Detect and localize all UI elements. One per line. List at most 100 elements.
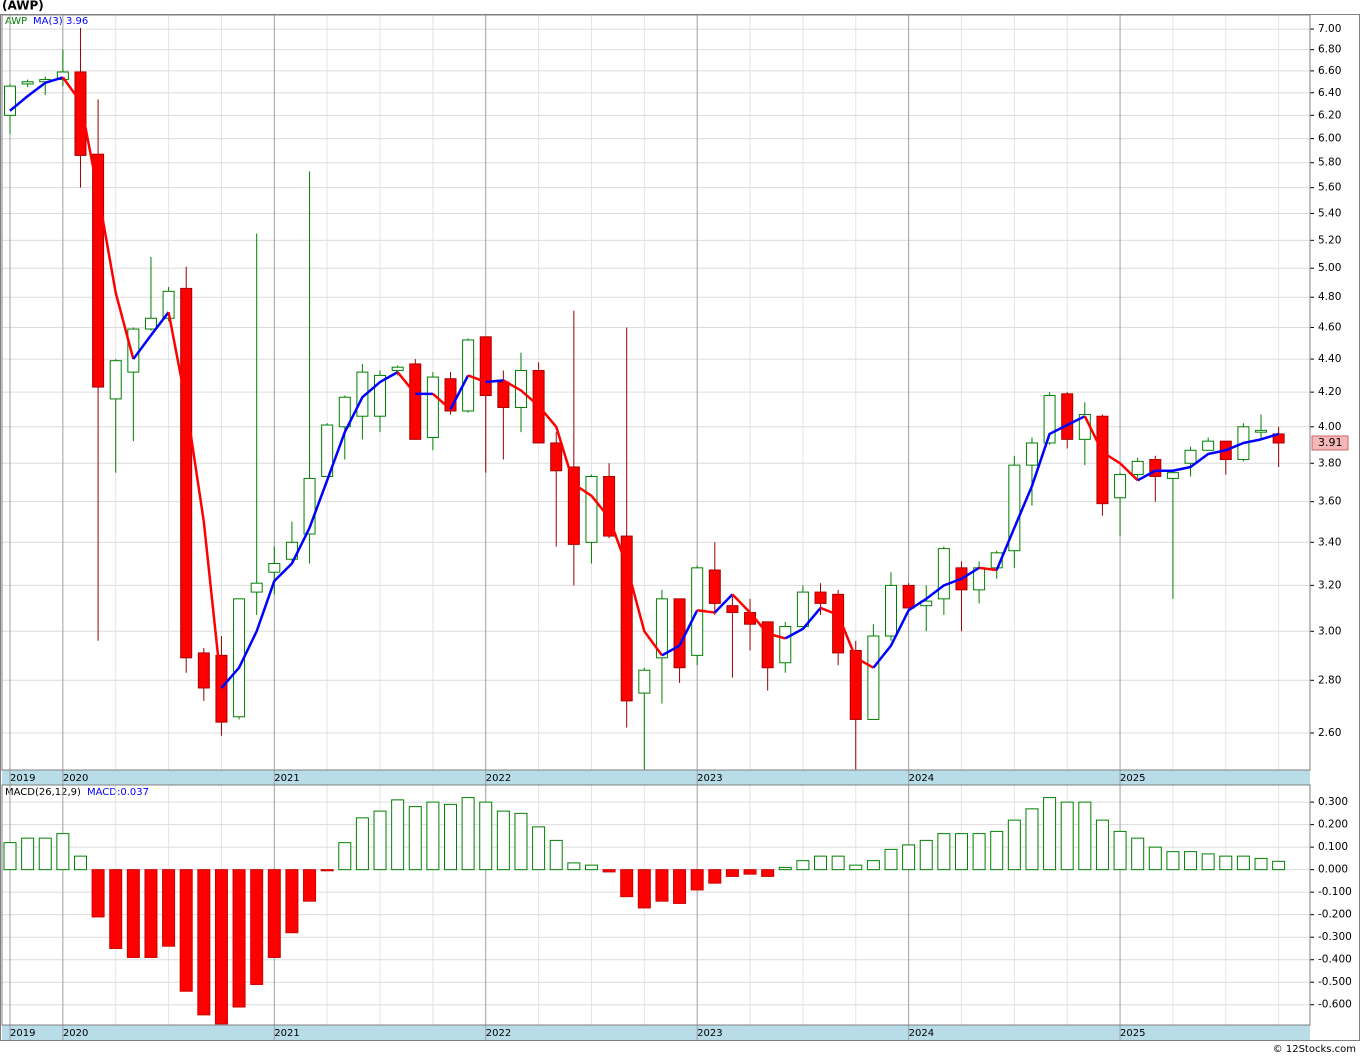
moving-average-line: [713, 593, 734, 614]
macd-bar: [320, 869, 334, 872]
candle-body: [321, 424, 334, 477]
candle-body: [1255, 429, 1268, 433]
macd-bar: [549, 839, 563, 871]
macd-bar: [919, 839, 933, 871]
y-tick-label: 5.60: [1318, 182, 1341, 194]
legend-value: 3.96: [66, 16, 88, 27]
macd-bar: [1078, 801, 1092, 871]
x-tick-label: 2023: [697, 773, 722, 784]
macd-bar: [162, 869, 176, 947]
moving-average-line: [449, 374, 470, 410]
macd-bar: [708, 869, 722, 884]
chart-title: (AWP): [2, 0, 44, 13]
y-tick-label: 5.80: [1318, 157, 1341, 169]
macd-bar: [1095, 819, 1109, 871]
candle-body: [391, 366, 404, 371]
candle-body: [620, 535, 633, 702]
macd-bar: [637, 869, 651, 909]
candle-body: [708, 569, 721, 604]
macd-bar: [831, 855, 845, 871]
moving-average-line: [1137, 432, 1280, 482]
y-tick-label: 0.100: [1318, 841, 1348, 853]
candle-body: [356, 371, 369, 417]
footer: © 12Stocks.com: [1273, 1044, 1356, 1055]
macd-bar: [444, 803, 457, 871]
x-tick-label: 2025: [1120, 1028, 1145, 1039]
y-tick-label: 2.80: [1318, 674, 1341, 686]
candle-body: [338, 396, 351, 428]
macd-bar: [1272, 860, 1286, 871]
moving-average-line: [467, 374, 487, 384]
x-axis-band: [2, 770, 1310, 785]
macd-bar: [1236, 855, 1250, 871]
candle-body: [1202, 440, 1215, 451]
candle-body: [1025, 442, 1038, 466]
candle-body: [215, 654, 228, 723]
moving-average-line: [432, 392, 452, 411]
candle-body: [479, 336, 492, 397]
macd-bar: [197, 869, 211, 1016]
macd-bar: [1219, 855, 1233, 871]
x-tick-label: 2021: [274, 1028, 299, 1039]
candle-body: [497, 381, 510, 409]
candle-body: [409, 363, 422, 440]
y-tick-label: 5.40: [1318, 208, 1341, 220]
candle-body: [1008, 464, 1021, 552]
moving-average-line: [872, 566, 980, 669]
candle-body: [144, 317, 157, 330]
candle-body: [268, 563, 281, 573]
macd-bar: [1113, 830, 1127, 871]
x-tick-label: 2020: [63, 1028, 88, 1039]
moving-average-line: [697, 609, 715, 614]
moving-average-line: [485, 379, 504, 384]
macd-bar: [814, 855, 828, 871]
candle-body: [550, 442, 563, 472]
macd-bar: [937, 833, 951, 871]
candle-body: [426, 376, 439, 439]
macd-bar: [954, 833, 968, 871]
candle-body: [885, 584, 897, 637]
candle-body: [127, 328, 140, 373]
macd-bar: [303, 869, 317, 902]
macd-bar: [1184, 851, 1198, 871]
macd-bar: [479, 801, 493, 871]
x-tick-label: 2023: [697, 1028, 722, 1039]
panel-subtitle: MACD:0.037: [87, 787, 149, 798]
candle-body: [1114, 474, 1127, 499]
x-tick-label: 2022: [486, 773, 511, 784]
y-tick-label: -0.500: [1318, 976, 1352, 988]
plot-frame: [1, 784, 1311, 1026]
y-tick-label: 6.60: [1318, 65, 1341, 77]
candle-body: [1043, 395, 1056, 444]
moving-average-line: [1083, 415, 1139, 482]
x-tick-label: 2020: [63, 773, 88, 784]
macd-bar: [496, 810, 510, 871]
macd-bar: [990, 830, 1004, 871]
y-tick-label: -0.200: [1318, 909, 1352, 921]
candle-body: [796, 591, 809, 628]
macd-bar: [532, 826, 546, 871]
candle-body: [638, 669, 651, 694]
macd-bar: [972, 833, 986, 871]
macd-bar: [38, 837, 52, 871]
x-tick-label: 2024: [909, 1028, 934, 1039]
y-tick-label: 4.00: [1318, 421, 1341, 433]
y-tick-label: 4.60: [1318, 321, 1341, 333]
candle-body: [655, 598, 668, 659]
candle-body: [374, 374, 387, 417]
x-axis-band: [2, 1025, 1310, 1040]
y-tick-label: 3.00: [1318, 625, 1341, 637]
panel-title: MACD(26,12,9): [5, 787, 81, 798]
macd-bar: [884, 848, 898, 871]
macd-bar: [1043, 797, 1057, 871]
macd-bar: [373, 810, 387, 871]
candle-body: [444, 378, 457, 412]
macd-bar: [214, 869, 228, 1025]
macd-bar: [655, 869, 669, 902]
macd-bar: [267, 869, 281, 958]
x-tick-label: 2021: [274, 773, 299, 784]
y-tick-label: 5.20: [1318, 234, 1341, 246]
macd-bar: [232, 869, 246, 1008]
